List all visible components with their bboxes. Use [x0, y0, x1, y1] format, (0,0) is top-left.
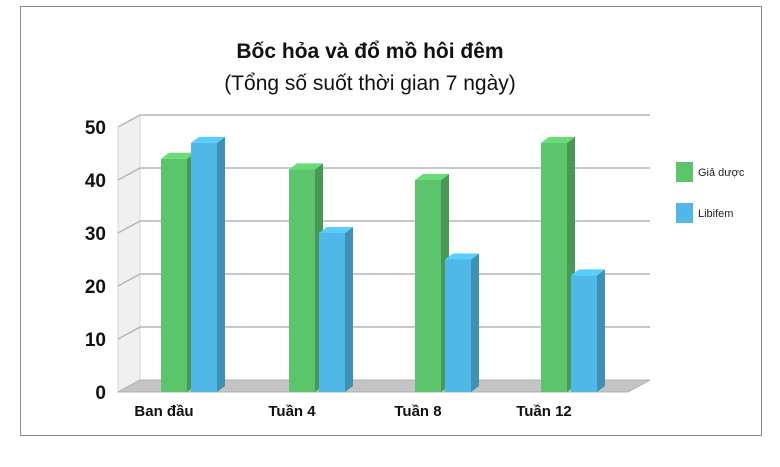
bar-side: [217, 136, 225, 392]
bar-side: [471, 253, 479, 392]
legend-label: Libifem: [698, 208, 733, 220]
bar-front: [541, 142, 567, 392]
bar-libifem-3: [445, 253, 479, 392]
y-tick-label: 10: [85, 330, 106, 351]
y-tick-label: 40: [85, 171, 106, 192]
bar-front: [415, 180, 441, 392]
bar-top: [541, 136, 575, 143]
bars: [161, 136, 605, 392]
bar-giả-dược-1: [161, 152, 195, 392]
bar-giả-dược-4: [541, 136, 575, 392]
gridline-diagonal: [117, 114, 141, 128]
bar-side: [345, 227, 353, 392]
bar-front: [191, 142, 217, 392]
legend-swatch: [676, 203, 693, 223]
bar-front: [571, 275, 597, 392]
y-tick-label: 50: [85, 118, 106, 139]
bar-top: [191, 136, 225, 143]
bar-side: [597, 269, 605, 392]
bar-front: [319, 233, 345, 392]
bar-libifem-4: [571, 269, 605, 392]
chart-subtitle: (Tổng số suốt thời gian 7 ngày): [224, 72, 516, 95]
gridline-diagonal: [117, 220, 141, 234]
bar-top: [415, 174, 449, 180]
bar-top: [289, 163, 323, 170]
bar-top: [445, 253, 479, 260]
legend-swatch: [676, 162, 693, 182]
chart-title: Bốc hỏa và đổ mồ hôi đêm: [236, 40, 503, 63]
y-tick-label: 20: [85, 277, 106, 298]
back-wall: [140, 115, 650, 380]
bar-giả-dược-3: [415, 174, 449, 392]
x-tick-label: Tuần 12: [516, 403, 572, 420]
legend: Giả dược Libifem: [676, 162, 745, 223]
side-wall: [117, 114, 141, 393]
bar-front: [289, 169, 315, 392]
bar-libifem-1: [191, 136, 225, 392]
gridline-diagonal: [117, 273, 141, 287]
legend-label: Giả dược: [698, 167, 745, 179]
y-axis-ticks: 0 10 20 30 40 50: [85, 118, 106, 404]
x-tick-label: Ban đầu: [134, 403, 193, 420]
bar-front: [445, 259, 471, 392]
bar-top: [571, 269, 605, 276]
bar-giả-dược-2: [289, 163, 323, 392]
y-tick-label: 0: [95, 383, 106, 404]
bar-front: [161, 158, 187, 392]
y-tick-label: 30: [85, 224, 106, 245]
bar-top: [319, 227, 353, 233]
x-axis-ticks: Ban đầu Tuần 4 Tuần 8 Tuần 12: [134, 403, 571, 420]
gridline-diagonal: [117, 326, 141, 340]
x-tick-label: Tuần 8: [394, 403, 441, 420]
bar-top: [161, 152, 195, 159]
x-tick-label: Tuần 4: [268, 403, 316, 420]
bar-libifem-2: [319, 227, 353, 392]
gridline-diagonal: [117, 167, 141, 181]
